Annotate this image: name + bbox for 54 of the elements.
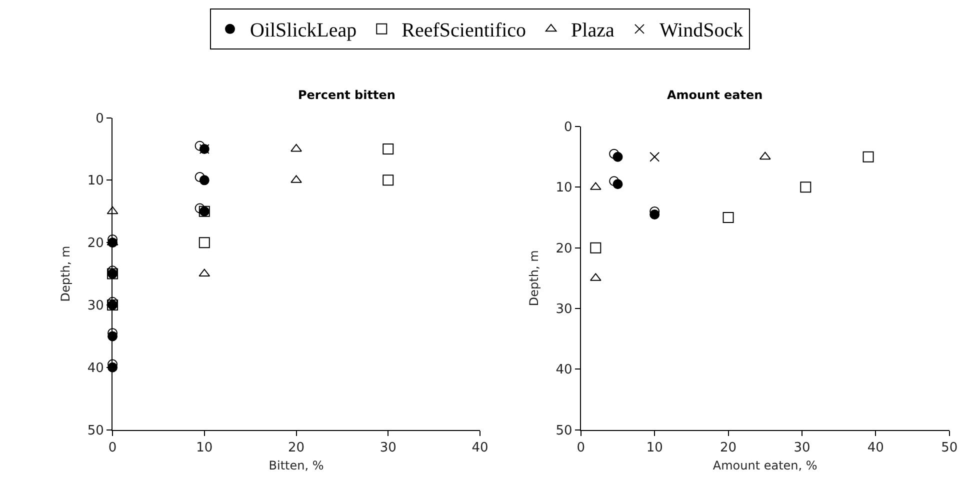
point <box>198 268 210 277</box>
y-tick-label: 30 <box>87 298 104 314</box>
y-tick-label: 40 <box>556 362 572 378</box>
y-tick-label: 0 <box>564 120 572 136</box>
point <box>759 152 771 160</box>
point <box>199 175 210 186</box>
y-tick-label: 50 <box>556 423 572 438</box>
y-tick-label: 40 <box>87 360 104 376</box>
point <box>194 172 205 182</box>
point <box>382 174 394 186</box>
x-tick-label: 30 <box>794 440 810 456</box>
x-tick-label: 40 <box>867 440 884 456</box>
legend-label: ReefScientifico <box>402 20 526 42</box>
x-tick-label: 10 <box>646 440 663 456</box>
x-tick-label: 40 <box>472 440 488 456</box>
point <box>650 209 660 220</box>
y-tick-label: 30 <box>556 302 572 318</box>
point <box>106 206 118 214</box>
y-tick-label: 10 <box>556 180 572 196</box>
point <box>590 242 602 254</box>
point <box>722 212 734 224</box>
x-tick-label: 20 <box>288 440 305 456</box>
x-tick-label: 20 <box>720 440 737 456</box>
y-tick-label: 0 <box>96 111 104 126</box>
legend-label: WindSock <box>659 20 744 42</box>
y-tick-label: 20 <box>87 236 104 252</box>
point <box>194 203 205 214</box>
point <box>612 179 623 190</box>
y-axis-title: Depth, m <box>58 246 73 302</box>
chart-title: Percent bitten <box>298 88 396 102</box>
legend-label: Plaza <box>571 20 614 42</box>
point <box>612 152 623 162</box>
y-tick-label: 50 <box>87 423 104 438</box>
y-axis-title: Depth, m <box>527 250 542 306</box>
y-tick-label: 20 <box>556 241 572 256</box>
point <box>194 140 205 151</box>
x-tick-label: 30 <box>380 440 396 456</box>
x-tick-label: 0 <box>576 440 586 456</box>
x-axis-title: Amount eaten, % <box>712 458 818 472</box>
x-tick-label: 10 <box>196 440 213 456</box>
legend-label: OilSlickLeap <box>250 20 357 42</box>
point <box>650 152 660 162</box>
x-axis-title: Bitten, % <box>268 458 324 472</box>
point <box>609 176 620 186</box>
point <box>290 144 302 152</box>
x-tick-label: 0 <box>108 440 117 456</box>
point <box>198 237 210 248</box>
chart-title: Amount eaten <box>667 88 763 102</box>
point <box>382 143 394 154</box>
y-tick-label: 10 <box>87 174 104 189</box>
point <box>862 151 874 162</box>
point <box>609 148 620 159</box>
x-tick-label: 50 <box>941 440 958 456</box>
point <box>800 182 812 193</box>
